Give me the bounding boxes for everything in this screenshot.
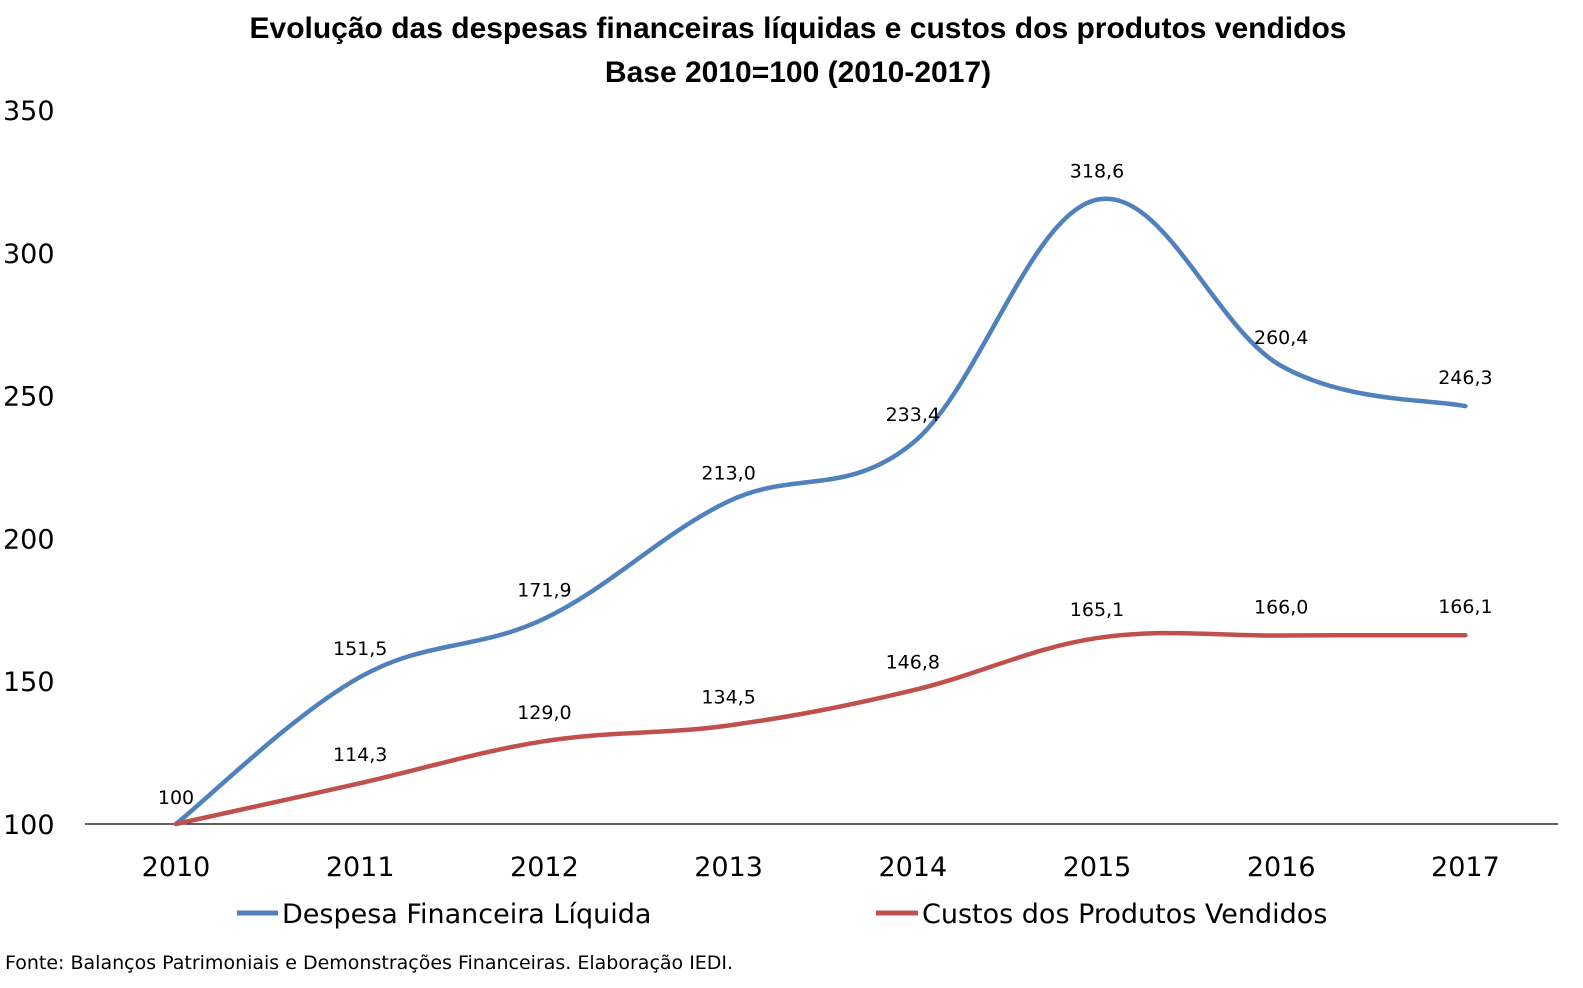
chart-title: Evolução das despesas financeiras líquid… (250, 12, 1347, 45)
data-label: 260,4 (1254, 327, 1308, 349)
x-tick-label: 2013 (694, 852, 763, 883)
y-axis: 100 150 200 250 300 350 (3, 96, 55, 841)
chart-subtitle: Base 2010=100 (2010-2017) (605, 56, 991, 89)
data-label: 129,0 (517, 702, 571, 724)
source-note: Fonte: Balanços Patrimoniais e Demonstra… (5, 952, 733, 974)
data-label: 166,1 (1438, 596, 1492, 618)
data-label: 165,1 (1070, 599, 1124, 621)
data-label: 246,3 (1438, 367, 1492, 389)
data-label: 233,4 (886, 404, 940, 426)
x-tick-label: 2015 (1063, 852, 1132, 883)
y-tick-label: 300 (3, 239, 55, 270)
legend-label-custos: Custos dos Produtos Vendidos (922, 899, 1327, 930)
x-tick-label: 2017 (1431, 852, 1500, 883)
data-label: 100 (158, 787, 194, 809)
y-tick-label: 150 (3, 667, 55, 698)
series-line-custos (173, 630, 1468, 827)
legend: Despesa Financeira Líquida Custos dos Pr… (237, 899, 1327, 930)
data-label: 171,9 (517, 580, 571, 602)
data-label: 151,5 (333, 638, 387, 660)
x-tick-label: 2014 (878, 852, 947, 883)
data-label: 166,0 (1254, 597, 1308, 619)
legend-label-despesa: Despesa Financeira Líquida (282, 899, 651, 930)
x-tick-label: 2011 (326, 852, 395, 883)
y-tick-label: 200 (3, 524, 55, 555)
data-labels: 100 151,5 171,9 213,0 233,4 318,6 260,4 246,3 11… (158, 161, 1493, 809)
data-label: 114,3 (333, 744, 387, 766)
y-tick-label: 100 (3, 810, 55, 841)
series-layer (173, 196, 1468, 827)
x-axis: 2010 2011 2012 2013 2014 2015 2016 2017 (142, 852, 1500, 883)
series-line-despesa (173, 196, 1468, 827)
x-tick-label: 2016 (1247, 852, 1316, 883)
y-tick-label: 250 (3, 382, 55, 413)
x-tick-label: 2012 (510, 852, 579, 883)
data-label: 213,0 (701, 462, 755, 484)
data-label: 318,6 (1070, 161, 1124, 183)
x-tick-label: 2010 (142, 852, 211, 883)
data-label: 146,8 (886, 651, 940, 673)
y-tick-label: 350 (3, 96, 55, 127)
data-label: 134,5 (701, 686, 755, 708)
